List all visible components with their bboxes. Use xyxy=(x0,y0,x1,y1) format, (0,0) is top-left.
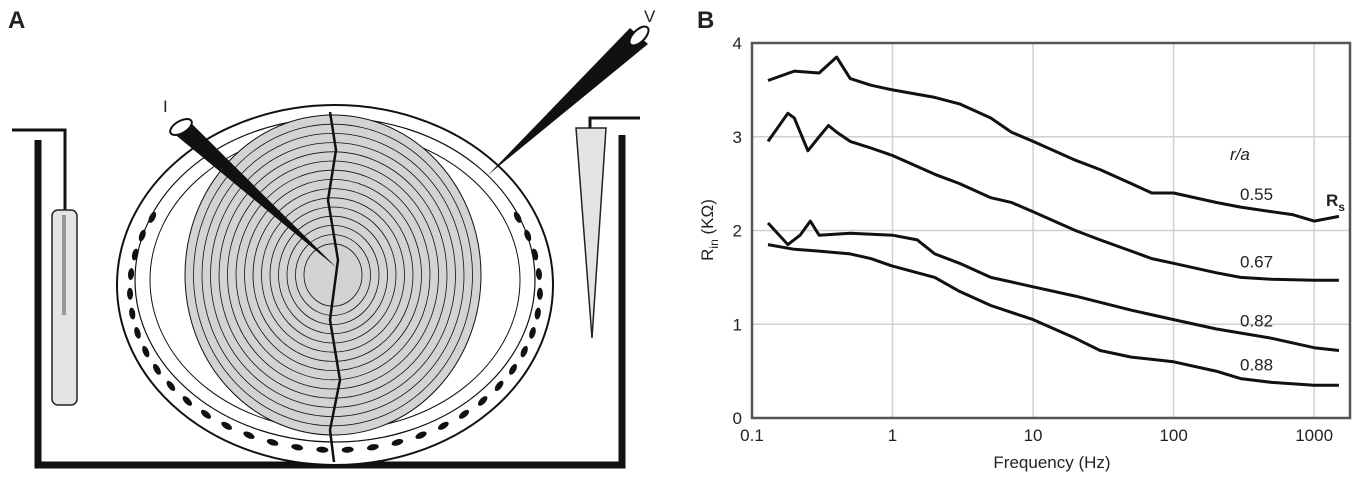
epithelial-cell xyxy=(291,444,304,451)
epithelial-cell xyxy=(524,229,532,242)
epithelial-cell xyxy=(316,446,329,453)
plot-frame xyxy=(750,41,1352,420)
y-tick-label: 3 xyxy=(733,128,742,147)
epithelial-cell xyxy=(391,439,404,446)
y-tick-label: 4 xyxy=(733,34,742,53)
epithelial-cell xyxy=(127,268,135,281)
y-tick-label: 2 xyxy=(733,222,742,241)
panel-label: A xyxy=(8,7,25,34)
series-line xyxy=(766,111,1339,282)
epithelial-cell xyxy=(266,439,279,446)
x-tick-label: 100 xyxy=(1159,426,1187,445)
cone-wire xyxy=(588,116,640,130)
series-label: 0.88 xyxy=(1240,355,1273,374)
series-line xyxy=(766,219,1340,352)
panel-label: B xyxy=(697,7,714,34)
lens-ring xyxy=(244,178,422,371)
epithelial-cell xyxy=(182,396,192,406)
lens-ring xyxy=(252,188,414,362)
voltage-electrode xyxy=(488,28,648,175)
y-label-unit: (KΩ) xyxy=(698,199,717,239)
lens-ring xyxy=(218,151,448,399)
epithelial-cell xyxy=(478,396,488,406)
suture xyxy=(326,111,342,463)
epithelial-cell xyxy=(142,345,150,358)
epithelial-cell xyxy=(166,380,176,392)
panel-b: B Frequency (Hz) Rin (KΩ) r/a Rs 0 1 2 3 4 0.… xyxy=(697,7,1352,472)
cone-electrode xyxy=(575,127,607,339)
y-tick-label: 1 xyxy=(733,315,742,334)
x-tick-label: 1000 xyxy=(1295,426,1333,445)
electrode-label: V xyxy=(644,7,656,26)
y-axis-label: Rin (KΩ) xyxy=(698,199,721,261)
epithelial-cell xyxy=(200,409,212,419)
lens-ring xyxy=(210,142,456,408)
epithelial-cell xyxy=(148,211,157,223)
lens-ring xyxy=(261,197,405,353)
epithelial-cell xyxy=(534,307,541,320)
epithelial-cell xyxy=(129,307,136,320)
x-axis-label: Frequency (Hz) xyxy=(993,453,1110,472)
epithelial-cell xyxy=(535,268,543,281)
epithelial-cell xyxy=(134,327,141,339)
epithelial-cell xyxy=(243,431,255,439)
epithelial-cell xyxy=(531,248,539,261)
y-label-sub: in xyxy=(707,239,721,248)
x-tick-label: 10 xyxy=(1024,426,1043,445)
x-tick-label: 0.1 xyxy=(740,426,764,445)
x-tick-label: 1 xyxy=(888,426,897,445)
electrode-tip xyxy=(628,25,650,47)
epithelial-cell xyxy=(415,431,427,439)
series-label: 0.55 xyxy=(1240,185,1273,204)
epithelial-cell xyxy=(131,248,139,261)
legend-title: r/a xyxy=(1230,145,1250,164)
epithelial-cell xyxy=(458,409,470,419)
series-line xyxy=(767,55,1340,223)
epithelial-cell xyxy=(127,287,134,300)
annotation-main: R xyxy=(1326,191,1338,210)
y-label-main: R xyxy=(698,249,717,261)
reference-wire xyxy=(12,128,67,215)
epithelial-cell xyxy=(520,345,528,358)
epithelial-cell xyxy=(529,327,536,339)
epithelial-cell xyxy=(513,211,522,223)
epithelial-cell xyxy=(494,380,504,392)
electrode-label: I xyxy=(163,97,168,116)
epithelial-cell xyxy=(221,421,232,430)
epithelial-cell xyxy=(509,363,517,375)
epithelial-cell xyxy=(536,287,543,300)
epithelial-cell xyxy=(438,421,449,430)
epithelial-cell xyxy=(138,229,146,242)
current-electrode xyxy=(172,122,337,268)
electrode-tip xyxy=(169,118,193,136)
annotation-sub: s xyxy=(1338,200,1345,214)
series-label: 0.67 xyxy=(1240,252,1273,271)
epithelial-cell xyxy=(341,446,354,453)
y-tick-label: 0 xyxy=(733,409,742,428)
series-line xyxy=(767,243,1339,387)
panel-a: A I V xyxy=(8,7,656,469)
epithelial-cell xyxy=(366,444,379,451)
epithelial-cell xyxy=(153,363,161,375)
series-label: 0.82 xyxy=(1240,311,1273,330)
annotation: Rs xyxy=(1326,191,1345,214)
